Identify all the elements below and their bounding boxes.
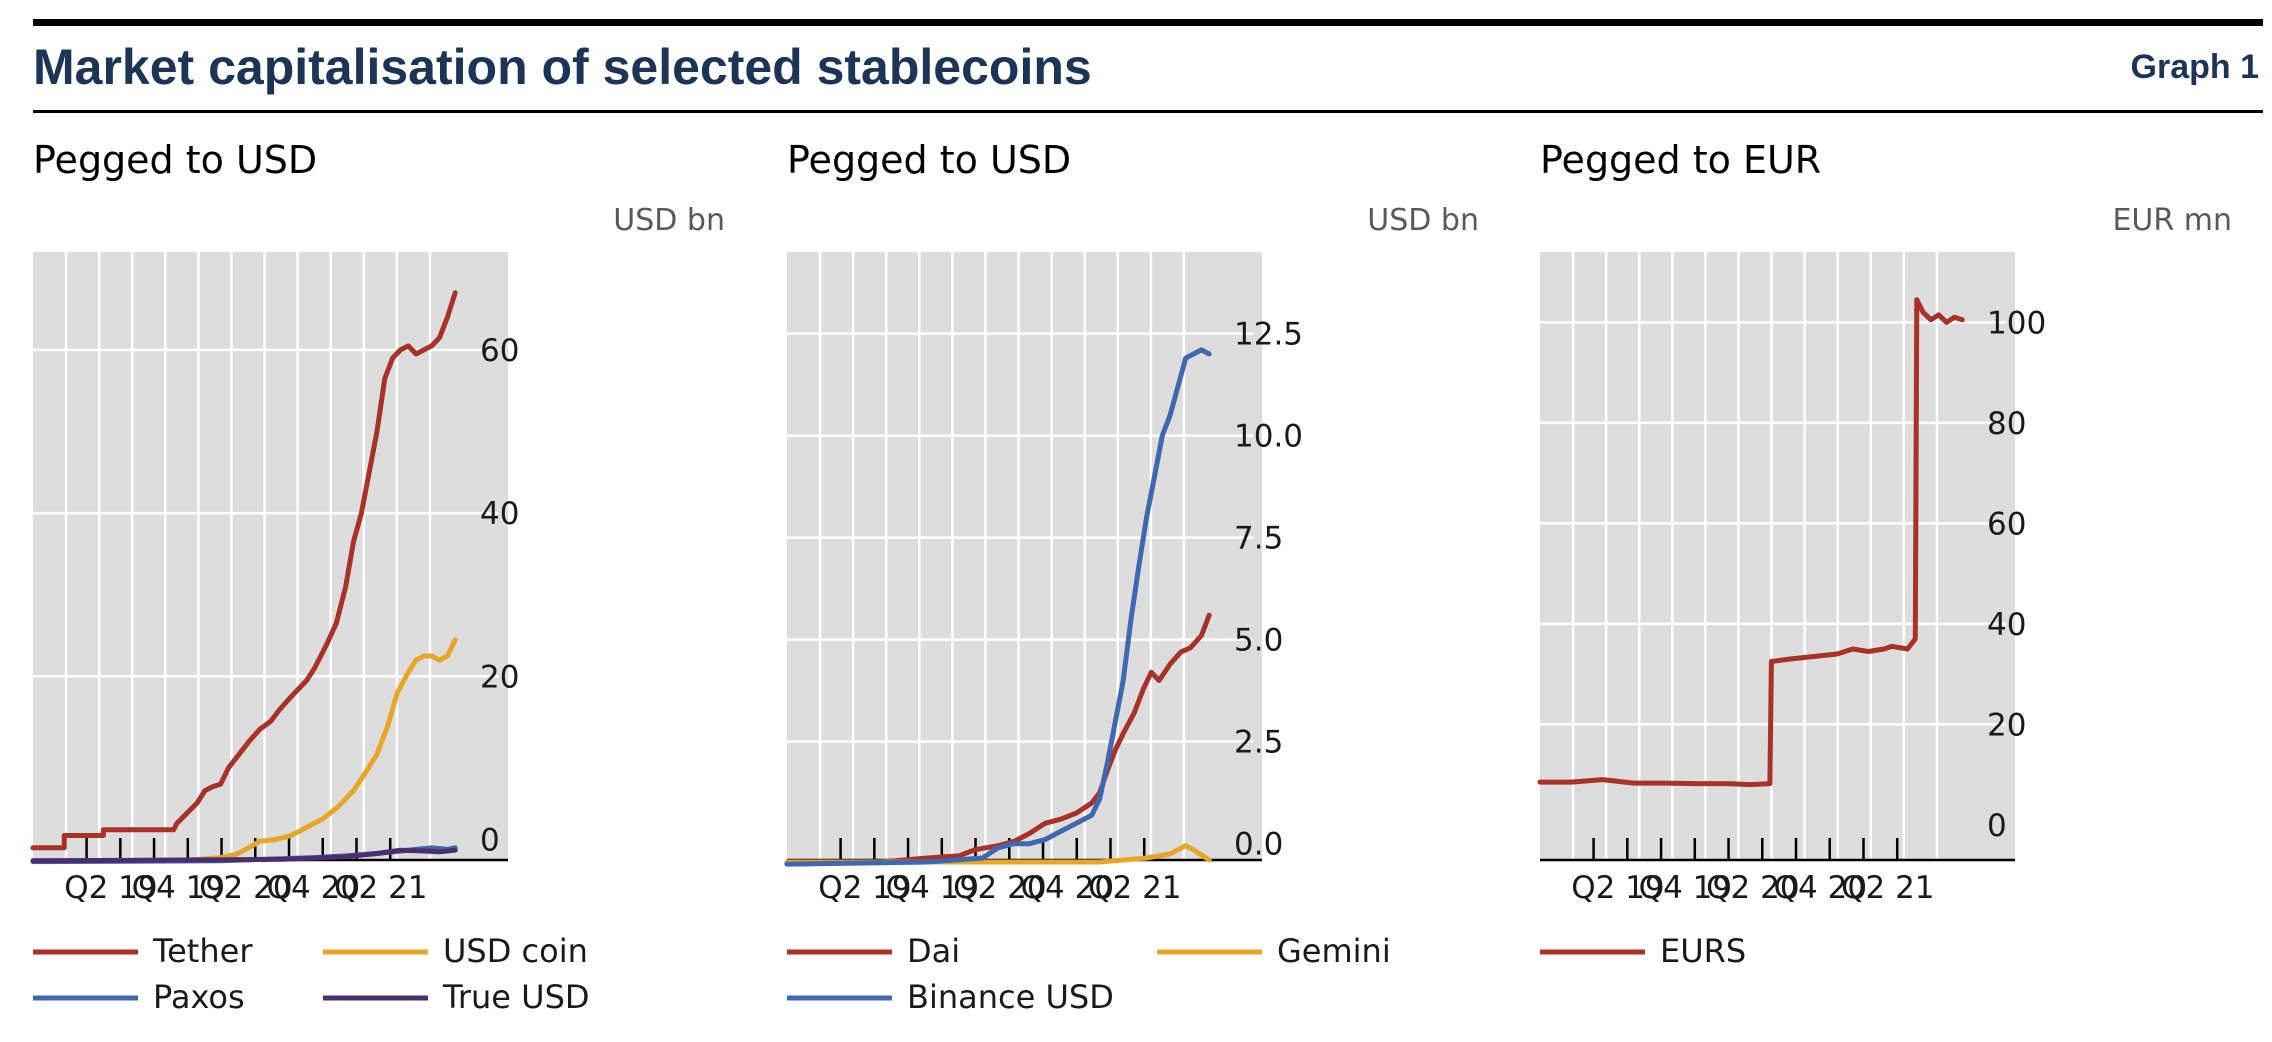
y-tick-label: 60 — [1987, 506, 2026, 542]
page-title: Market capitalisation of selected stable… — [33, 39, 1092, 95]
panel-3-title: Pegged to EUR — [1540, 138, 1822, 182]
x-tick-label: Q4 19 — [132, 870, 225, 906]
plot-area — [787, 252, 1217, 860]
series-line-binance-usd — [784, 347, 1212, 867]
legend-label: Paxos — [153, 978, 245, 1016]
series-line-tether — [30, 290, 458, 851]
x-tick-label: Q2 20 — [1706, 870, 1799, 906]
title-rule — [33, 110, 2263, 113]
legend-label: USD coin — [443, 932, 588, 970]
y-tick-label: 5.0 — [1234, 623, 1283, 659]
legend-label: Tether — [152, 932, 253, 970]
legend-label: Binance USD — [907, 978, 1114, 1016]
y-tick-label: 20 — [1987, 707, 2026, 743]
x-tick-label: Q4 19 — [886, 870, 979, 906]
series-line-gemini — [784, 843, 1212, 865]
y-tick-label: 2.5 — [1234, 725, 1283, 761]
legend-label: Gemini — [1277, 932, 1391, 970]
x-tick-label: Q2 20 — [953, 870, 1046, 906]
x-tick-label: Q2 21 — [1841, 870, 1934, 906]
y-tick-label: 80 — [1987, 406, 2026, 442]
y-tick-label: 0 — [480, 823, 500, 859]
series-line-true-usd — [30, 847, 458, 864]
legend-label: True USD — [442, 978, 590, 1016]
axis-label-band — [1970, 252, 2015, 860]
plot-area — [33, 252, 463, 860]
legend-label: EURS — [1660, 932, 1746, 970]
x-tick-label: Q4 20 — [1021, 870, 1114, 906]
x-tick-label: Q4 19 — [1639, 870, 1732, 906]
y-tick-label: 12.5 — [1234, 317, 1303, 353]
top-rule — [33, 19, 2263, 26]
x-tick-label: Q2 19 — [64, 870, 157, 906]
x-tick-label: Q2 21 — [334, 870, 427, 906]
x-tick-label: Q4 20 — [267, 870, 360, 906]
x-tick-label: Q4 20 — [1774, 870, 1867, 906]
y-tick-label: 40 — [1987, 607, 2026, 643]
y-tick-label: 0 — [1987, 808, 2007, 844]
panel-2-title: Pegged to USD — [787, 138, 1072, 182]
x-tick-label: Q2 21 — [1088, 870, 1181, 906]
series-line-eurs — [1537, 297, 1965, 788]
panel-1-title: Pegged to USD — [33, 138, 318, 182]
y-tick-label: 20 — [480, 659, 519, 695]
axis-label-band — [463, 252, 508, 860]
legend-label: Dai — [907, 932, 960, 970]
unit-label: USD bn — [613, 203, 725, 238]
y-tick-label: 40 — [480, 496, 519, 532]
unit-label: EUR mn — [2112, 203, 2232, 238]
axis-label-band — [1217, 252, 1262, 860]
y-tick-label: 0.0 — [1234, 827, 1283, 863]
y-tick-label: 10.0 — [1234, 419, 1303, 455]
graph-number-label: Graph 1 — [2130, 48, 2259, 86]
y-tick-label: 7.5 — [1234, 521, 1283, 557]
x-tick-label: Q2 19 — [1571, 870, 1664, 906]
y-tick-label: 60 — [480, 333, 519, 369]
y-tick-label: 100 — [1987, 305, 2046, 341]
unit-label: USD bn — [1367, 203, 1479, 238]
x-tick-label: Q2 20 — [199, 870, 292, 906]
series-line-usd-coin — [30, 637, 458, 864]
plot-area — [1540, 252, 1970, 860]
x-tick-label: Q2 19 — [818, 870, 911, 906]
